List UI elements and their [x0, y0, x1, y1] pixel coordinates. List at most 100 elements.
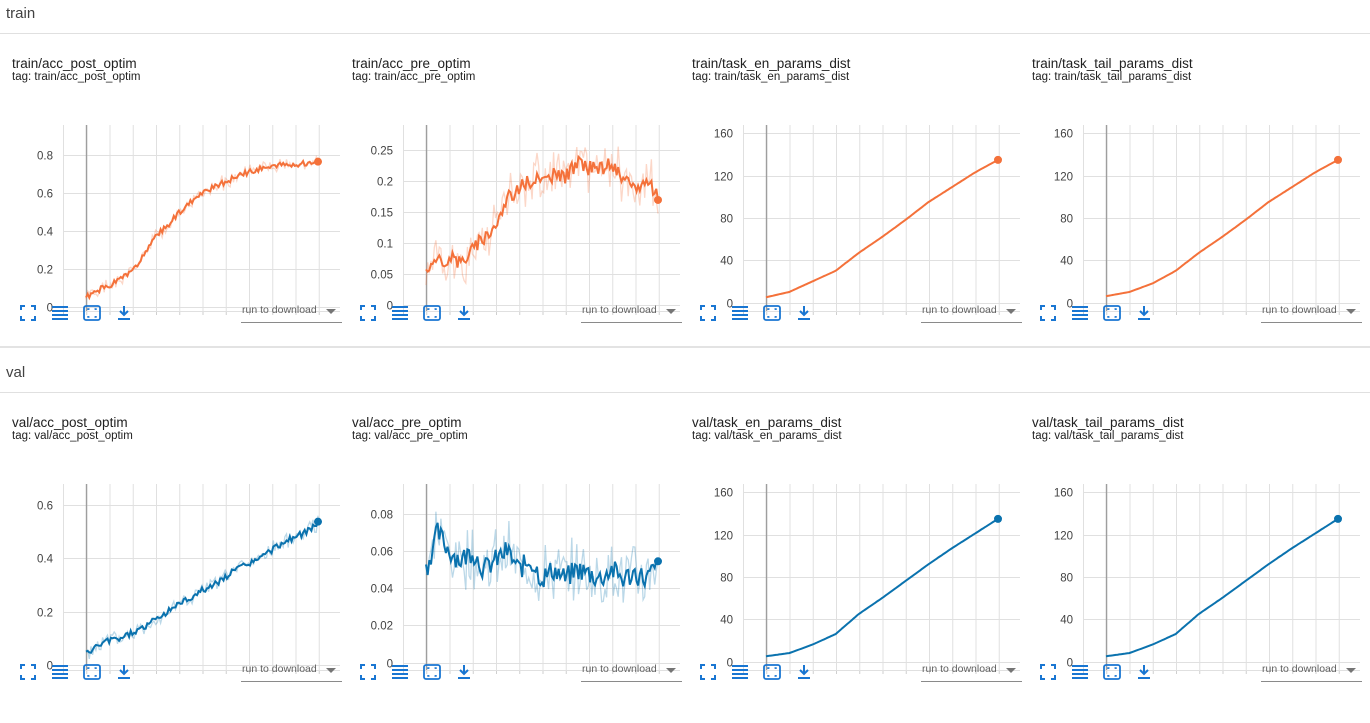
run-download-select[interactable]: run to download	[241, 658, 342, 682]
y-tick-label: 0	[387, 659, 393, 671]
y-tick-label: 160	[714, 129, 733, 141]
y-tick-label: 80	[720, 214, 733, 226]
y-tick-label: 40	[720, 615, 733, 627]
log-scale-icon[interactable]	[729, 661, 751, 683]
smoothed-series-line[interactable]	[85, 521, 319, 654]
line-chart[interactable]: 0 0.2 0.4 0.6	[0, 393, 340, 693]
chart-title: train/task_en_params_dist	[692, 56, 851, 71]
smoothed-series-line[interactable]	[1105, 159, 1339, 298]
run-download-select[interactable]: run to download	[921, 299, 1022, 323]
fit-domain-icon[interactable]	[81, 302, 103, 324]
chart-card: train/acc_pre_optim tag: train/acc_pre_op…	[340, 34, 682, 364]
chevron-down-icon	[1006, 668, 1016, 673]
download-icon[interactable]	[1133, 661, 1155, 683]
group-header-train[interactable]: train	[0, 0, 1370, 34]
y-tick-label: 0.06	[371, 547, 393, 559]
run-download-select[interactable]: run to download	[921, 658, 1022, 682]
group-divider	[0, 346, 1370, 348]
card-toolbar: run to download	[1020, 34, 1362, 364]
fit-domain-icon[interactable]	[421, 661, 443, 683]
download-icon[interactable]	[453, 661, 475, 683]
chart-title: val/acc_post_optim	[12, 415, 128, 430]
fit-domain-icon[interactable]	[761, 661, 783, 683]
fullscreen-icon[interactable]	[357, 302, 379, 324]
fullscreen-icon[interactable]	[1037, 661, 1059, 683]
chart-tag: tag: val/acc_post_optim	[12, 430, 133, 442]
run-download-label: run to download	[922, 663, 997, 675]
smoothed-series-line[interactable]	[425, 522, 659, 590]
run-download-select[interactable]: run to download	[581, 299, 682, 323]
smoothed-series-line[interactable]	[765, 518, 999, 658]
log-scale-icon[interactable]	[389, 302, 411, 324]
fullscreen-icon[interactable]	[357, 661, 379, 683]
fullscreen-icon[interactable]	[697, 302, 719, 324]
raw-series-line	[425, 146, 659, 286]
download-icon[interactable]	[1133, 302, 1155, 324]
log-scale-icon[interactable]	[1069, 661, 1091, 683]
card-toolbar: run to download	[680, 34, 1022, 364]
run-download-select[interactable]: run to download	[1261, 658, 1362, 682]
fit-domain-icon[interactable]	[1101, 661, 1123, 683]
line-chart[interactable]: 0 0.02 0.04 0.06 0.08	[340, 393, 680, 693]
y-tick-label: 0.05	[371, 270, 393, 282]
download-icon[interactable]	[113, 661, 135, 683]
y-tick-label: 0.6	[37, 189, 53, 201]
chart-title: val/acc_pre_optim	[352, 415, 462, 430]
chart-title: val/task_en_params_dist	[692, 415, 842, 430]
log-scale-icon[interactable]	[729, 302, 751, 324]
download-icon[interactable]	[793, 302, 815, 324]
fullscreen-icon[interactable]	[17, 661, 39, 683]
fit-domain-icon[interactable]	[421, 302, 443, 324]
line-chart[interactable]: 0 0.2 0.4 0.6 0.8	[0, 34, 340, 334]
chart-tag: tag: train/acc_pre_optim	[352, 71, 476, 83]
line-chart[interactable]: 0 0.05 0.1 0.15 0.2 0.25	[340, 34, 680, 334]
fullscreen-icon[interactable]	[697, 661, 719, 683]
y-tick-label: 0.15	[371, 208, 393, 220]
log-scale-icon[interactable]	[49, 302, 71, 324]
fit-domain-icon[interactable]	[1101, 302, 1123, 324]
y-tick-label: 120	[714, 172, 733, 184]
run-download-select[interactable]: run to download	[581, 658, 682, 682]
y-tick-label: 0	[727, 658, 733, 670]
last-point-marker	[1334, 514, 1342, 523]
smoothed-series-line[interactable]	[85, 158, 319, 301]
fit-domain-icon[interactable]	[81, 661, 103, 683]
line-chart[interactable]: 0 40 80 120 160	[1020, 393, 1360, 693]
y-tick-label: 40	[1060, 256, 1073, 268]
group-header-val[interactable]: val	[0, 359, 1370, 393]
chart-tag: tag: train/task_tail_params_dist	[1032, 71, 1192, 83]
last-point-marker	[314, 157, 322, 166]
chart-card: train/task_en_params_dist tag: train/task…	[680, 34, 1022, 364]
log-scale-icon[interactable]	[49, 661, 71, 683]
line-chart[interactable]: 0 40 80 120 160	[680, 34, 1020, 334]
smoothed-series-line[interactable]	[425, 154, 659, 273]
download-icon[interactable]	[113, 302, 135, 324]
y-tick-label: 160	[1054, 488, 1073, 500]
fullscreen-icon[interactable]	[17, 302, 39, 324]
run-download-label: run to download	[242, 304, 317, 316]
chart-card: val/acc_pre_optim tag: val/acc_pre_optim 0…	[340, 393, 682, 723]
y-tick-label: 0.4	[37, 227, 54, 239]
chevron-down-icon	[326, 309, 336, 314]
run-download-label: run to download	[1262, 304, 1337, 316]
fullscreen-icon[interactable]	[1037, 302, 1059, 324]
fit-domain-icon[interactable]	[761, 302, 783, 324]
smoothed-series-line[interactable]	[765, 159, 999, 299]
run-download-select[interactable]: run to download	[241, 299, 342, 323]
line-chart[interactable]: 0 40 80 120 160	[680, 393, 1020, 693]
line-chart[interactable]: 0 40 80 120 160	[1020, 34, 1360, 334]
y-tick-label: 0.02	[371, 621, 393, 633]
last-point-marker	[654, 195, 662, 204]
run-download-select[interactable]: run to download	[1261, 299, 1362, 323]
chart-card: train/task_tail_params_dist tag: train/ta…	[1020, 34, 1362, 364]
download-icon[interactable]	[453, 302, 475, 324]
y-tick-label: 120	[1054, 531, 1073, 543]
log-scale-icon[interactable]	[389, 661, 411, 683]
group-name: train	[6, 5, 36, 22]
y-tick-label: 0	[47, 661, 53, 673]
card-toolbar: run to download	[0, 34, 342, 364]
download-icon[interactable]	[793, 661, 815, 683]
log-scale-icon[interactable]	[1069, 302, 1091, 324]
chart-tag: tag: val/task_en_params_dist	[692, 430, 842, 442]
smoothed-series-line[interactable]	[1105, 518, 1339, 658]
